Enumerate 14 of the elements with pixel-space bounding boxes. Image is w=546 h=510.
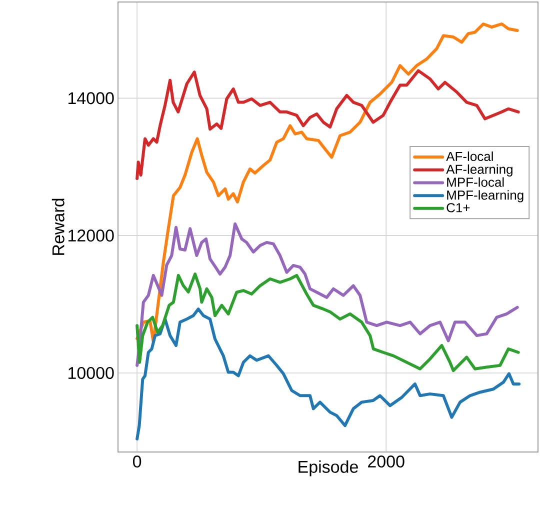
line-series (136, 308, 521, 440)
legend-label: MPF-learning (447, 190, 524, 202)
x-tick-label: 0 (132, 456, 142, 468)
y-tick-label: 12000 (68, 230, 114, 242)
x-tick-label: 2000 (368, 456, 404, 468)
y-axis-title: Reward (52, 198, 64, 255)
y-tick-label: 10000 (68, 366, 114, 380)
legend-label: C1+ (446, 203, 470, 212)
line-series (136, 222, 519, 367)
legend-label: AF-local (446, 151, 493, 162)
legend-label: AF-learning (446, 164, 512, 177)
y-tick-label: 14000 (68, 92, 114, 104)
legend-label: MPF-local (447, 177, 504, 187)
x-axis-title: Episode (298, 460, 358, 476)
